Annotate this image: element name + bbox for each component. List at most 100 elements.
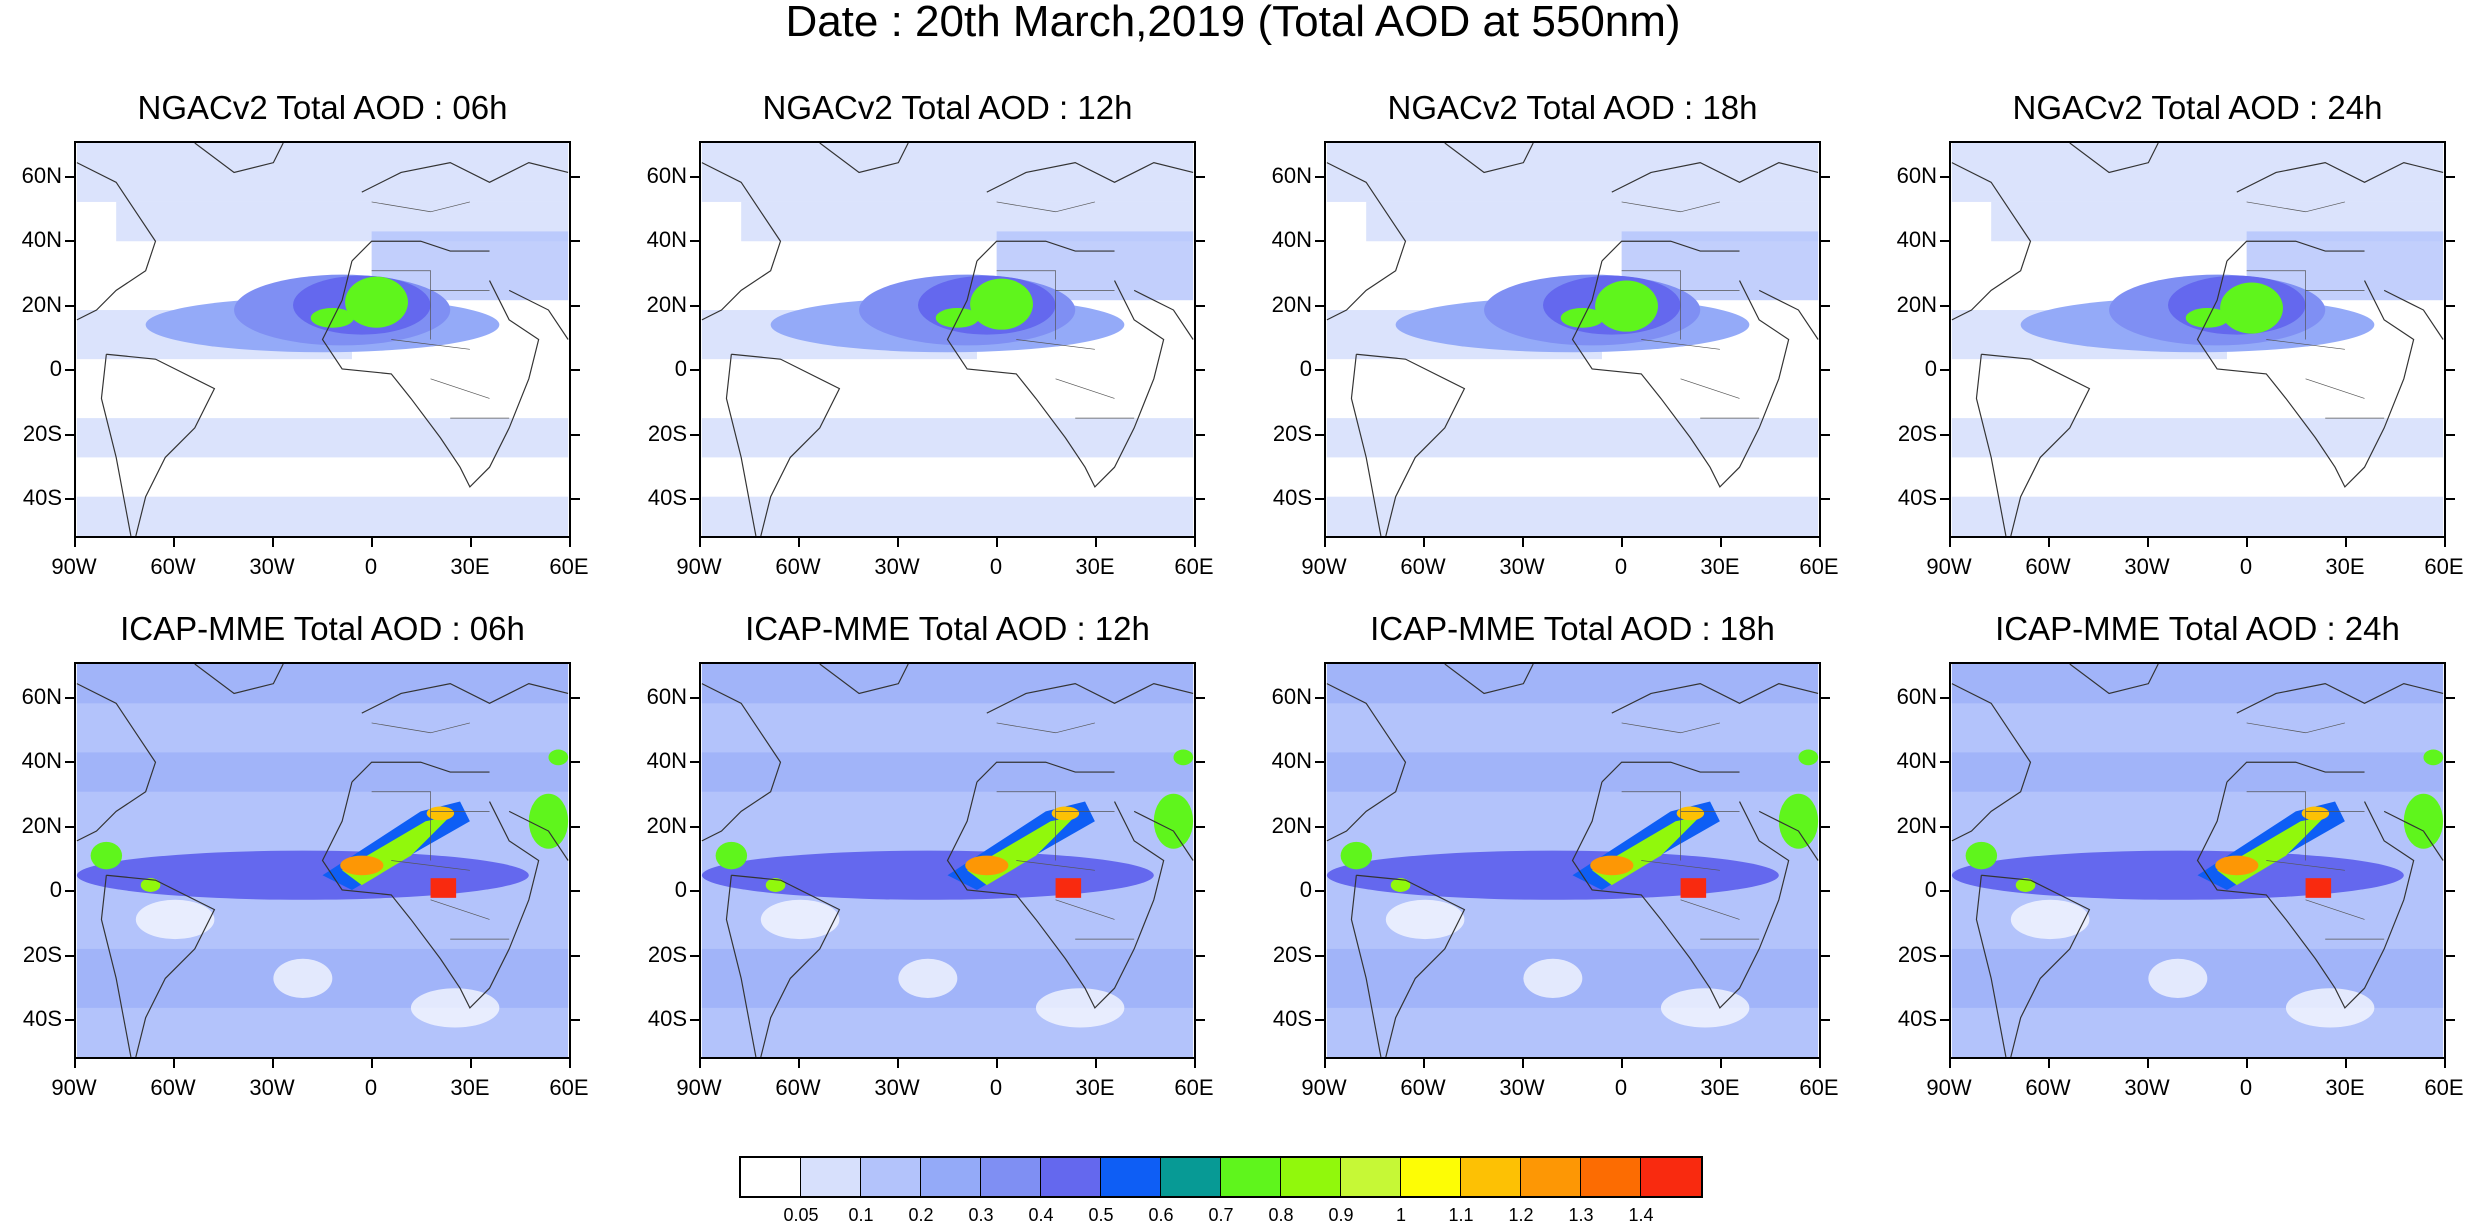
lat-tick-mark — [690, 240, 699, 242]
lon-tick-mark — [897, 1059, 899, 1068]
lat-tick-label: 20N — [21, 292, 62, 317]
lat-tick-mark — [1821, 761, 1830, 763]
lon-tick-label: 90W — [676, 554, 722, 579]
colorbar-swatch — [1281, 1158, 1341, 1196]
figure-title: Date : 20th March,2019 (Total AOD at 550… — [785, 0, 1681, 46]
lat-tick-mark — [2446, 176, 2455, 178]
map-canvas — [1326, 664, 1819, 1057]
lat-tick-mark — [65, 761, 74, 763]
colorbar — [739, 1156, 1703, 1198]
lon-tick-mark — [1095, 1059, 1097, 1068]
lon-tick-label: 60E — [549, 1075, 589, 1100]
map-canvas — [1951, 664, 2444, 1057]
panel-title: NGACv2 Total AOD : 18h — [1387, 89, 1758, 126]
lat-tick-mark — [2446, 369, 2455, 371]
lon-tick-mark — [470, 538, 472, 547]
lon-tick-mark — [1324, 1059, 1326, 1068]
lat-tick-mark — [1315, 240, 1324, 242]
lat-tick-mark — [1196, 826, 1205, 828]
lat-tick-mark — [571, 890, 580, 892]
lon-tick-mark — [2147, 1059, 2149, 1068]
lat-tick-mark — [1821, 697, 1830, 699]
lat-tick-mark — [65, 434, 74, 436]
lat-tick-mark — [571, 434, 580, 436]
lat-tick-label: 20S — [1897, 421, 1937, 446]
lon-tick-label: 60W — [1400, 1075, 1446, 1100]
colorbar-swatch — [981, 1158, 1041, 1196]
lon-tick-label: 30E — [2325, 554, 2365, 579]
lat-tick-mark — [690, 176, 699, 178]
lat-tick-label: 0 — [674, 877, 687, 902]
colorbar-swatch — [801, 1158, 861, 1196]
lat-tick-mark — [1940, 761, 1949, 763]
lon-tick-mark — [371, 1059, 373, 1068]
lat-tick-mark — [690, 955, 699, 957]
lat-tick-mark — [571, 176, 580, 178]
lon-tick-mark — [699, 538, 701, 547]
lat-tick-label: 60N — [646, 163, 687, 188]
lon-tick-label: 60E — [2424, 1075, 2464, 1100]
lat-tick-mark — [2446, 697, 2455, 699]
lon-tick-label: 0 — [1614, 1075, 1628, 1100]
lat-tick-label: 40N — [1271, 748, 1312, 773]
lat-tick-mark — [690, 761, 699, 763]
lon-tick-label: 30E — [2325, 1075, 2365, 1100]
lat-tick-label: 20N — [646, 813, 687, 838]
lon-tick-label: 0 — [1614, 554, 1628, 579]
lat-tick-label: 60N — [21, 163, 62, 188]
lon-tick-mark — [1423, 538, 1425, 547]
panel-title: ICAP-MME Total AOD : 12h — [745, 610, 1150, 647]
lat-tick-label: 20S — [1272, 421, 1312, 446]
lat-tick-mark — [1196, 890, 1205, 892]
lon-tick-mark — [2444, 1059, 2446, 1068]
lat-tick-mark — [1940, 1019, 1949, 1021]
lon-tick-label: 60W — [775, 1075, 821, 1100]
colorbar-swatch — [1401, 1158, 1461, 1196]
lat-tick-label: 20S — [22, 421, 62, 446]
lat-tick-mark — [1196, 761, 1205, 763]
lat-tick-label: 40S — [647, 485, 687, 510]
panel-title: NGACv2 Total AOD : 06h — [137, 89, 508, 126]
map-canvas — [701, 143, 1194, 536]
lat-tick-mark — [1315, 955, 1324, 957]
colorbar-swatch — [1341, 1158, 1401, 1196]
lat-tick-mark — [65, 890, 74, 892]
lat-tick-label: 40S — [22, 1006, 62, 1031]
lat-tick-mark — [1315, 761, 1324, 763]
lat-tick-label: 40S — [1897, 1006, 1937, 1031]
lat-tick-mark — [1940, 240, 1949, 242]
lon-tick-mark — [1949, 1059, 1951, 1068]
lat-tick-mark — [1821, 826, 1830, 828]
lon-tick-label: 0 — [989, 1075, 1003, 1100]
panel-title: ICAP-MME Total AOD : 24h — [1995, 610, 2400, 647]
lon-tick-mark — [74, 1059, 76, 1068]
lon-tick-label: 30W — [249, 554, 295, 579]
lat-tick-label: 40S — [1897, 485, 1937, 510]
colorbar-swatch — [1581, 1158, 1641, 1196]
lat-tick-label: 0 — [49, 356, 62, 381]
map-canvas — [1951, 143, 2444, 536]
lat-tick-label: 40N — [646, 227, 687, 252]
lat-tick-label: 0 — [1924, 877, 1937, 902]
lat-tick-mark — [65, 498, 74, 500]
lon-tick-label: 60W — [150, 1075, 196, 1100]
colorbar-label: 0.05 — [783, 1205, 819, 1225]
colorbar-label: 1.4 — [1628, 1205, 1654, 1225]
panel-title: NGACv2 Total AOD : 24h — [2012, 89, 2383, 126]
lon-tick-mark — [173, 538, 175, 547]
lat-tick-mark — [1821, 498, 1830, 500]
lat-tick-mark — [571, 305, 580, 307]
lat-tick-label: 0 — [1924, 356, 1937, 381]
lat-tick-mark — [1315, 498, 1324, 500]
lat-tick-mark — [571, 761, 580, 763]
lon-tick-label: 90W — [51, 554, 97, 579]
lat-tick-mark — [2446, 498, 2455, 500]
lon-tick-mark — [2444, 538, 2446, 547]
lat-tick-mark — [571, 240, 580, 242]
lon-tick-mark — [798, 1059, 800, 1068]
colorbar-label: 1.2 — [1508, 1205, 1534, 1225]
lat-tick-mark — [65, 305, 74, 307]
lon-tick-mark — [798, 538, 800, 547]
lon-tick-label: 30W — [249, 1075, 295, 1100]
lat-tick-label: 0 — [49, 877, 62, 902]
